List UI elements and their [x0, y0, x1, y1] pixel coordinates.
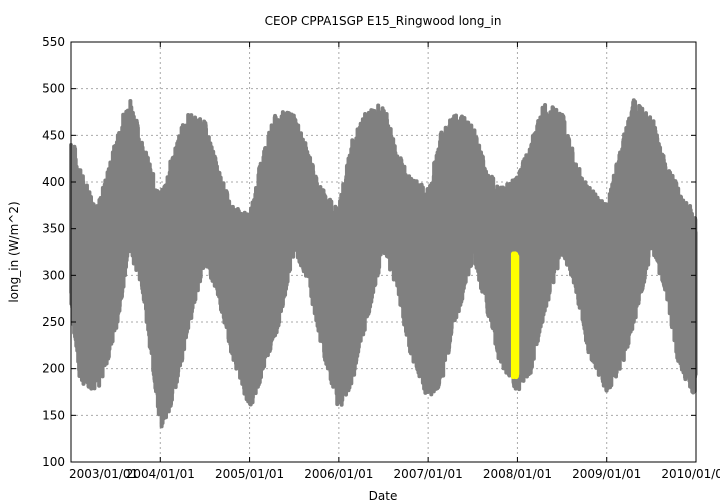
- y-tick-label: 350: [42, 222, 65, 236]
- y-tick-label: 500: [42, 82, 65, 96]
- x-tick-label: 2010/01/01: [661, 467, 720, 481]
- x-tick-label: 2005/01/01: [215, 467, 284, 481]
- tick-marks: [70, 41, 697, 463]
- y-tick-label: 550: [42, 35, 65, 49]
- y-tick-labels: 100 150 200 250 300 350 400 450 500 550: [42, 35, 65, 469]
- scatter-points: [69, 98, 698, 429]
- y-tick-label: 250: [42, 315, 65, 329]
- y-tick-label: 200: [42, 362, 65, 376]
- x-tick-label: 2007/01/01: [394, 467, 463, 481]
- chart-title: CEOP CPPA1SGP E15_Ringwood long_in: [265, 14, 502, 28]
- plot-frame: [70, 41, 697, 463]
- y-tick-label: 450: [42, 128, 65, 142]
- x-axis-label: Date: [369, 489, 398, 503]
- x-tick-label: 2003/01/01: [69, 467, 138, 481]
- y-tick-label: 300: [42, 268, 65, 282]
- y-tick-label: 400: [42, 175, 65, 189]
- y-axis-label: long_in (W/m^2): [7, 201, 21, 302]
- x-tick-label: 2004/01/01: [126, 467, 195, 481]
- x-tick-label: 2008/01/01: [483, 467, 552, 481]
- y-tick-label: 100: [42, 455, 65, 469]
- x-tick-label: 2009/01/01: [572, 467, 641, 481]
- y-tick-label: 150: [42, 408, 65, 422]
- x-tick-label: 2006/01/01: [304, 467, 373, 481]
